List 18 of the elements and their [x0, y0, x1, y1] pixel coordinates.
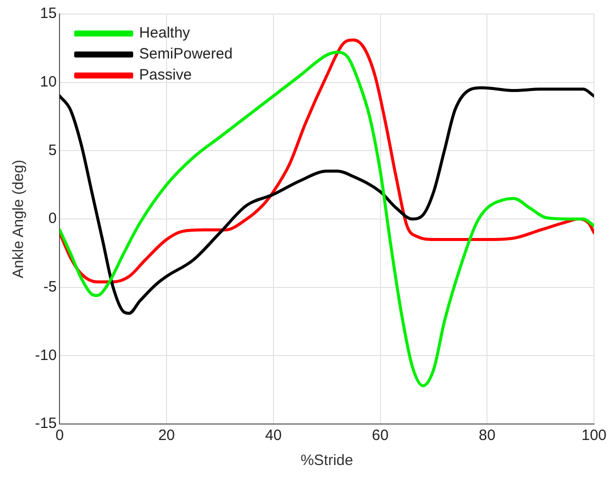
legend-label: Passive	[139, 66, 192, 84]
y-tick-label: -10	[34, 346, 57, 364]
y-axis-title: Ankle Angle (deg)	[10, 160, 28, 278]
line-series	[60, 86, 594, 315]
x-tick-label: 80	[478, 427, 496, 444]
y-tick-label: 0	[48, 210, 57, 228]
x-tick-label: 100	[581, 427, 607, 444]
x-tick-label: 60	[372, 427, 389, 444]
x-axis-title: %Stride	[300, 452, 354, 470]
legend-label: Healthy	[139, 24, 191, 42]
y-tick-label: 10	[40, 73, 57, 90]
y-tick-label: 15	[40, 5, 57, 22]
y-tick-label: 5	[48, 142, 57, 159]
y-tick-label: -15	[34, 415, 57, 432]
x-tick-label: 20	[158, 427, 175, 444]
legend-label: SemiPowered	[139, 46, 233, 63]
y-tick-label: -5	[43, 278, 57, 296]
x-tick-label: 40	[265, 427, 282, 444]
